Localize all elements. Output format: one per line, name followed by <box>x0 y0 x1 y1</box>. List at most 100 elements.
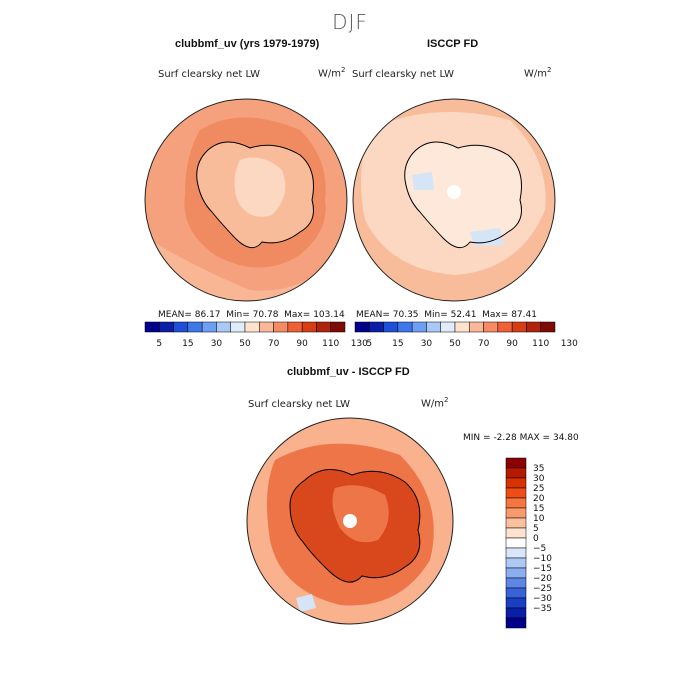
colorbar-2-swatch <box>540 321 556 333</box>
colorbar-diff-swatch <box>505 467 527 479</box>
panel-2-max: 87.41 <box>511 310 537 320</box>
colorbar-diff-tick-label: 10 <box>533 514 545 524</box>
map-2-blue-patch-2 <box>470 228 504 246</box>
panel-2-stats: MEAN= 70.35 Min= 52.41 Max= 87.41 <box>356 310 537 320</box>
panel-1-min: 70.78 <box>252 310 279 320</box>
colorbar-1-tick-label: 110 <box>322 339 339 349</box>
colorbar-1-swatch <box>316 321 331 333</box>
panel-1-units-base: W/m <box>318 68 341 80</box>
colorbar-1-swatch <box>273 321 289 333</box>
map-2-obs <box>353 99 555 301</box>
colorbar-2-swatch <box>497 321 513 333</box>
map-2-coastline <box>404 141 522 249</box>
colorbar-1-tick-label: 70 <box>268 339 280 349</box>
diff-panel-stats: MIN = -2.28 MAX = 34.80 <box>463 433 579 443</box>
map-3-blue-patch <box>296 594 316 612</box>
colorbar-diff-tick-label: −10 <box>533 554 552 564</box>
map-3-diff <box>247 418 453 624</box>
colorbar-diff-tick-label: 15 <box>533 504 544 514</box>
colorbar-diff-swatch <box>505 607 527 619</box>
colorbar-diff-tick-label: −25 <box>533 584 552 594</box>
panel-2-title: ISCCP FD <box>427 38 479 50</box>
colorbar-2-swatch <box>454 321 470 333</box>
colorbar-diff-swatch <box>505 597 527 609</box>
map-2-continent <box>404 141 522 248</box>
colorbar-diff-tick-label: 30 <box>533 474 545 484</box>
colorbar-diff-swatch <box>505 517 527 529</box>
diff-panel-title: clubbmf_uv - ISCCP FD <box>287 366 410 378</box>
colorbar-diff-tick-label: 25 <box>533 484 544 494</box>
colorbar-1-swatch <box>287 321 303 333</box>
colorbar-diff-swatch <box>505 587 527 599</box>
colorbar-2-tick-label: 30 <box>421 339 433 349</box>
diff-panel-units-base: W/m <box>421 398 444 410</box>
panel-2-variable: Surf clearsky net LW <box>352 69 455 80</box>
colorbar-diff-swatch <box>505 577 527 589</box>
diff-panel-variable: Surf clearsky net LW <box>248 399 351 410</box>
colorbar-1-swatch <box>159 321 174 333</box>
panel-1-min-label: Min= <box>226 310 250 320</box>
colorbar-diff-swatch <box>505 497 527 509</box>
diff-panel-units: W/m2 <box>421 396 448 409</box>
map-3-coastline <box>289 469 421 583</box>
colorbar-1-tick-label: 30 <box>211 339 223 349</box>
panel-2-units: W/m2 <box>524 66 551 79</box>
colorbar-diff-swatch <box>505 457 527 469</box>
colorbar-1-swatch <box>173 321 189 333</box>
colorbar-1-swatch <box>259 321 274 333</box>
map-2-blue-patch-1 <box>412 172 434 190</box>
panel-2-mean: 70.35 <box>392 310 419 320</box>
map-2-pole-hole <box>447 185 461 199</box>
colorbar-panel-1: 5 15 30 50 70 90 110 130 <box>144 321 368 349</box>
panel-1-mean: 86.17 <box>194 310 221 320</box>
colorbar-2-tick-label: 5 <box>366 339 372 349</box>
colorbar-1-swatch <box>201 321 217 333</box>
panel-1-stats: MEAN= 86.17 Min= 70.78 Max= 103.14 <box>158 310 345 320</box>
colorbar-2-swatch <box>426 321 441 333</box>
colorbar-diff-swatch <box>505 487 527 499</box>
diff-min-label: MIN = <box>463 433 491 443</box>
colorbar-1-tick-label: 15 <box>182 339 193 349</box>
map-2-border <box>352 98 556 302</box>
colorbar-diff-tick-label: 35 <box>533 464 544 474</box>
season-title: DJF <box>332 10 368 34</box>
colorbar-2-swatch <box>354 321 370 333</box>
colorbar-diff-swatch <box>505 537 527 549</box>
colorbar-diff-swatch <box>505 617 527 629</box>
colorbar-2-swatch <box>526 321 541 333</box>
colorbar-diff-tick-label: −30 <box>533 594 552 604</box>
map-1-model <box>145 99 347 301</box>
colorbar-1-tick-label: 50 <box>239 339 251 349</box>
panel-1-max-label: Max= <box>284 310 311 320</box>
panel-2-units-base: W/m <box>524 68 547 80</box>
colorbar-1-tick-label: 130 <box>351 339 368 349</box>
colorbar-diff-tick-label: −5 <box>533 544 546 554</box>
colorbar-diff-tick-label: 5 <box>533 524 539 534</box>
colorbar-2-tick-label: 90 <box>506 339 518 349</box>
panel-2-mean-label: MEAN= <box>356 310 390 320</box>
panel-1-units-exp: 2 <box>341 66 346 74</box>
colorbar-2-tick-label: 130 <box>561 339 578 349</box>
colorbar-2-swatch <box>383 321 399 333</box>
diff-panel-units-exp: 2 <box>444 396 449 404</box>
colorbar-panel-2: 5 15 30 50 70 90 110 130 <box>354 321 578 349</box>
diff-max: 34.80 <box>552 433 579 443</box>
colorbar-2-swatch <box>411 321 427 333</box>
colorbar-1-swatch <box>187 321 203 333</box>
colorbar-2-swatch <box>483 321 499 333</box>
map-1-plateau <box>234 157 286 217</box>
diff-min: -2.28 <box>493 433 517 443</box>
colorbar-2-swatch <box>397 321 413 333</box>
colorbar-2-tick-label: 15 <box>392 339 403 349</box>
panel-1-mean-label: MEAN= <box>158 310 192 320</box>
panel-1-title: clubbmf_uv (yrs 1979-1979) <box>175 38 320 50</box>
panel-1-units: W/m2 <box>318 66 345 79</box>
colorbar-1-swatch <box>144 321 160 333</box>
colorbar-2-tick-label: 70 <box>478 339 490 349</box>
colorbar-1-swatch <box>216 321 231 333</box>
map-3-pole-hole <box>343 514 357 528</box>
map-1-border <box>144 98 348 302</box>
diff-max-label: MAX = <box>519 433 551 443</box>
